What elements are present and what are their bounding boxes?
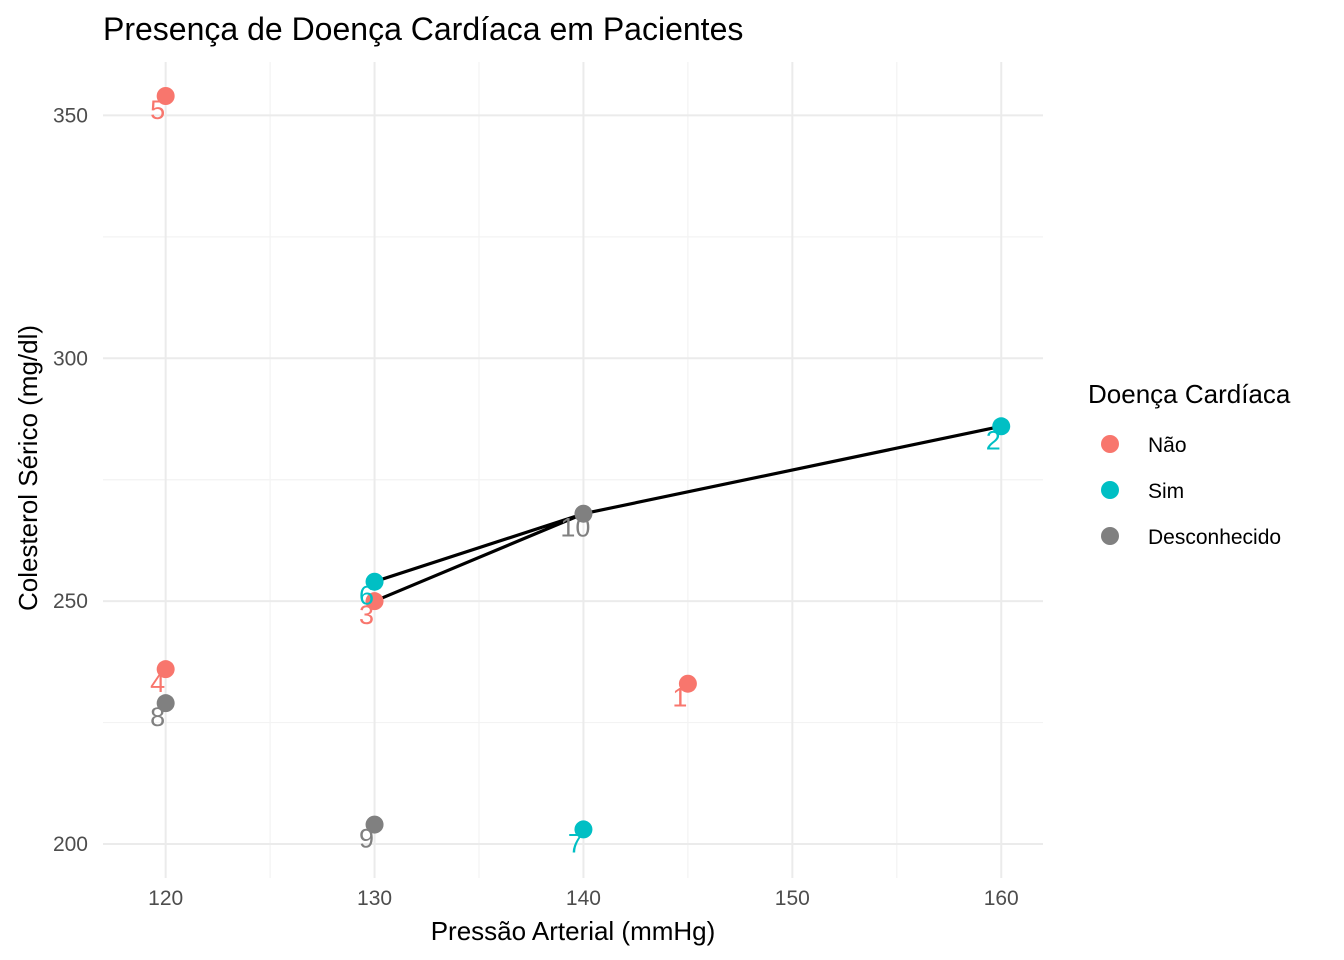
point-label-1: 1 — [672, 683, 687, 713]
y-tick-label: 200 — [53, 833, 88, 856]
legend-key — [1101, 527, 1119, 545]
x-tick-label: 140 — [566, 887, 601, 910]
y-axis-ticks: 200 250 300 350 — [53, 104, 88, 856]
x-tick-label: 160 — [984, 887, 1019, 910]
data-point-10 — [574, 504, 593, 523]
point-label-3: 3 — [359, 600, 374, 630]
grid — [103, 62, 1043, 878]
legend-entry: Desconhecido — [1101, 526, 1281, 549]
legend-label: Desconhecido — [1148, 526, 1281, 549]
y-tick-label: 350 — [53, 104, 88, 127]
chart-title: Presença de Doença Cardíaca em Pacientes — [103, 11, 743, 47]
data-point-6 — [365, 572, 384, 591]
legend-label: Não — [1148, 434, 1187, 457]
point-label-4: 4 — [150, 668, 165, 698]
data-point-8 — [156, 694, 175, 713]
legend-label: Sim — [1148, 480, 1184, 503]
point-label-8: 8 — [150, 702, 165, 732]
legend-entry: Não — [1101, 434, 1187, 457]
x-tick-label: 130 — [357, 887, 392, 910]
x-tick-label: 120 — [148, 887, 183, 910]
x-tick-label: 150 — [775, 887, 810, 910]
legend: Doença Cardíaca Não Sim Desconhecido — [1088, 379, 1291, 549]
data-points — [156, 87, 1011, 839]
data-point-4 — [156, 660, 175, 679]
point-label-10: 10 — [560, 513, 590, 543]
point-label-6: 6 — [359, 581, 374, 611]
data-point-1 — [678, 674, 697, 693]
data-point-7 — [574, 820, 593, 839]
y-tick-label: 300 — [53, 347, 88, 370]
point-labels: 1 2 3 4 5 6 7 8 9 10 — [150, 95, 1001, 858]
data-point-5 — [156, 87, 175, 105]
data-point-9 — [365, 815, 384, 834]
y-tick-label: 250 — [53, 590, 88, 613]
data-point-2 — [992, 417, 1011, 436]
legend-title: Doença Cardíaca — [1088, 379, 1291, 409]
point-label-7: 7 — [568, 828, 583, 858]
legend-key — [1101, 435, 1119, 453]
point-label-5: 5 — [150, 95, 165, 125]
point-label-9: 9 — [359, 824, 374, 854]
y-axis-title: Colesterol Sérico (mg/dl) — [13, 325, 43, 611]
legend-key — [1101, 481, 1119, 499]
data-point-3 — [365, 592, 384, 611]
point-label-2: 2 — [986, 425, 1001, 455]
legend-entry: Sim — [1101, 480, 1184, 503]
legend-entries: Não Sim Desconhecido — [1101, 434, 1281, 549]
x-axis-title: Pressão Arterial (mmHg) — [431, 916, 716, 946]
x-axis-ticks: 120 130 140 150 160 — [148, 887, 1019, 910]
